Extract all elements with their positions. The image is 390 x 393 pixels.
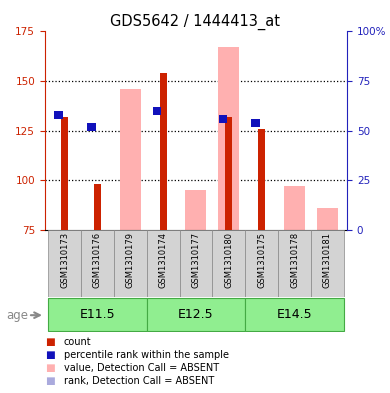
Text: GSM1310181: GSM1310181 [323,232,332,288]
Bar [147,230,179,297]
Text: GSM1310179: GSM1310179 [126,232,135,288]
Text: E11.5: E11.5 [80,308,115,321]
Bar [186,190,206,230]
Bar [218,47,239,230]
Bar [61,117,68,230]
Bar [160,73,167,230]
Bar [81,230,114,297]
Text: E14.5: E14.5 [277,308,312,321]
Bar [120,89,141,230]
Text: value, Detection Call = ABSENT: value, Detection Call = ABSENT [64,363,219,373]
Bar [278,230,311,297]
Text: GSM1310177: GSM1310177 [191,232,200,288]
Bar [311,230,344,297]
Text: ■: ■ [45,363,55,373]
Text: rank, Detection Call = ABSENT: rank, Detection Call = ABSENT [64,376,214,386]
Text: count: count [64,337,91,347]
Bar [317,208,338,230]
Bar [219,115,227,123]
Bar [54,111,63,119]
Bar [284,186,305,230]
Text: GSM1310175: GSM1310175 [257,232,266,288]
Bar [258,129,265,230]
Text: ■: ■ [45,376,55,386]
Bar [252,119,260,127]
Bar [87,123,96,130]
Bar [114,230,147,297]
Text: age: age [6,309,28,322]
Text: GSM1310180: GSM1310180 [224,232,233,288]
Text: GSM1310173: GSM1310173 [60,232,69,288]
Bar [94,184,101,230]
Bar [153,107,161,115]
Text: GSM1310176: GSM1310176 [93,232,102,288]
Text: GSM1310178: GSM1310178 [290,232,299,288]
Text: GDS5642 / 1444413_at: GDS5642 / 1444413_at [110,14,280,30]
Bar [48,298,147,331]
Bar [179,230,213,297]
Text: ■: ■ [45,350,55,360]
Bar [245,298,344,331]
Bar [213,230,245,297]
Text: GSM1310174: GSM1310174 [159,232,168,288]
Bar [48,230,81,297]
Text: ■: ■ [45,337,55,347]
Text: percentile rank within the sample: percentile rank within the sample [64,350,229,360]
Bar [225,117,232,230]
Text: E12.5: E12.5 [178,308,214,321]
Bar [245,230,278,297]
Bar [147,298,245,331]
